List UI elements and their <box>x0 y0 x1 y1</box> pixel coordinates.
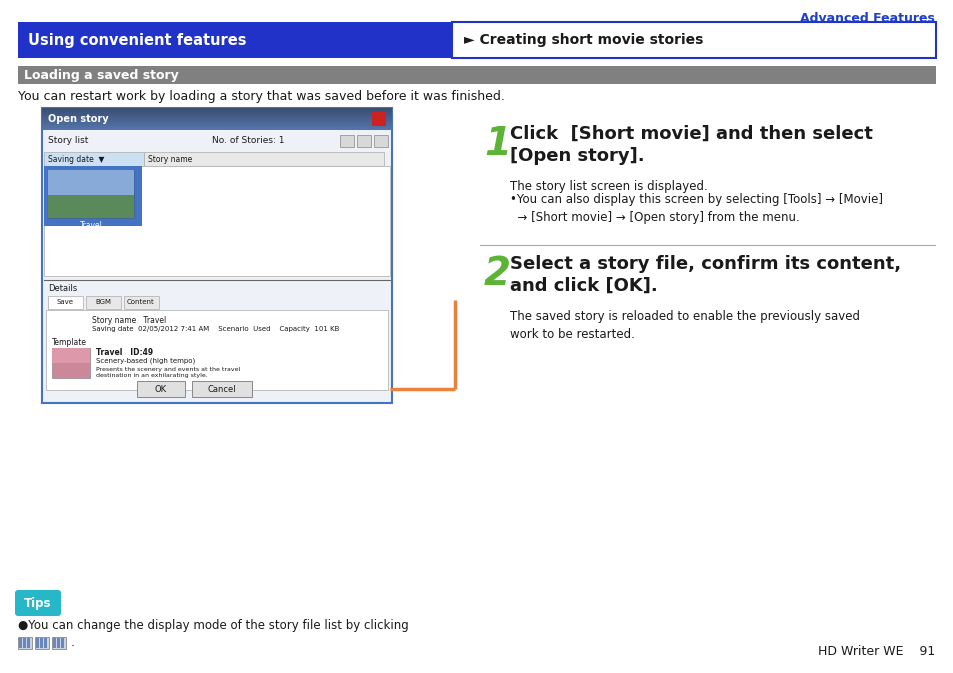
Text: Content: Content <box>127 299 154 305</box>
Bar <box>57 638 60 648</box>
Text: 1: 1 <box>483 125 511 163</box>
Text: Loading a saved story: Loading a saved story <box>24 69 178 81</box>
Text: Scenery-based (high tempo): Scenery-based (high tempo) <box>96 358 195 365</box>
Bar <box>42 108 392 130</box>
Bar <box>42 127 392 128</box>
Bar <box>52 637 66 649</box>
Text: The story list screen is displayed.: The story list screen is displayed. <box>510 180 707 193</box>
Bar <box>137 381 185 397</box>
Text: ► Creating short movie stories: ► Creating short movie stories <box>463 33 702 47</box>
Bar <box>144 152 384 166</box>
Text: Click  [Short movie] and then select
[Open story].: Click [Short movie] and then select [Ope… <box>510 125 872 165</box>
Text: Travel: Travel <box>79 221 102 230</box>
Bar <box>42 122 392 123</box>
Bar <box>42 113 392 114</box>
Text: Tips: Tips <box>24 596 51 610</box>
Bar <box>42 119 392 120</box>
Bar <box>452 22 935 58</box>
Bar <box>42 115 392 116</box>
Bar <box>61 638 64 648</box>
Bar <box>42 124 392 125</box>
Bar <box>48 170 133 218</box>
Text: destination in an exhilarating style.: destination in an exhilarating style. <box>96 373 208 378</box>
Bar <box>42 128 392 129</box>
Text: Details: Details <box>48 284 77 293</box>
Bar <box>42 114 392 115</box>
Bar <box>44 638 47 648</box>
Text: OK: OK <box>154 384 167 394</box>
Bar <box>356 135 371 147</box>
Bar <box>42 109 392 110</box>
Bar <box>19 638 22 648</box>
Bar <box>18 637 32 649</box>
Bar <box>18 22 452 58</box>
Bar <box>44 166 142 226</box>
Bar <box>44 152 144 166</box>
Bar <box>53 638 56 648</box>
Bar <box>35 637 49 649</box>
Text: Story list: Story list <box>48 136 89 145</box>
Bar <box>44 166 390 276</box>
Text: Using convenient features: Using convenient features <box>28 32 246 48</box>
Bar <box>48 195 133 218</box>
Text: .: . <box>71 637 75 649</box>
Text: Save: Save <box>56 299 73 305</box>
Bar <box>86 296 121 309</box>
Text: 2: 2 <box>483 255 511 293</box>
Bar <box>46 310 388 390</box>
Bar <box>42 110 392 111</box>
Bar <box>42 123 392 124</box>
Bar <box>42 121 392 122</box>
Bar <box>23 638 26 648</box>
Text: You can restart work by loading a story that was saved before it was finished.: You can restart work by loading a story … <box>18 90 504 103</box>
Bar <box>52 348 90 378</box>
Bar <box>124 296 159 309</box>
Text: Story name: Story name <box>148 155 193 164</box>
Text: BGM: BGM <box>95 299 111 305</box>
Bar <box>42 120 392 121</box>
Bar <box>192 381 252 397</box>
Text: Template: Template <box>52 338 87 347</box>
Bar <box>27 638 30 648</box>
Bar <box>42 125 392 126</box>
Bar <box>48 170 133 195</box>
Text: Story name   Travel: Story name Travel <box>91 316 166 325</box>
Text: Presents the scenery and events at the travel: Presents the scenery and events at the t… <box>96 367 240 372</box>
Bar <box>42 117 392 118</box>
Bar <box>40 638 43 648</box>
Text: Saving date  02/05/2012 7:41 AM    Scenario  Used    Capacity  101 KB: Saving date 02/05/2012 7:41 AM Scenario … <box>91 326 339 332</box>
Bar <box>42 118 392 119</box>
FancyBboxPatch shape <box>15 590 61 616</box>
Text: The saved story is reloaded to enable the previously saved
work to be restarted.: The saved story is reloaded to enable th… <box>510 310 859 341</box>
Bar <box>374 135 388 147</box>
Text: Open story: Open story <box>48 114 109 124</box>
Text: Cancel: Cancel <box>208 384 236 394</box>
Text: •You can also display this screen by selecting [Tools] → [Movie]
  → [Short movi: •You can also display this screen by sel… <box>510 193 882 223</box>
Bar <box>372 112 386 126</box>
Bar <box>52 348 90 363</box>
Text: No. of Stories: 1: No. of Stories: 1 <box>212 136 284 145</box>
Text: Advanced Features: Advanced Features <box>800 12 934 25</box>
Bar <box>36 638 39 648</box>
Bar <box>42 126 392 127</box>
Text: Travel   ID:49: Travel ID:49 <box>96 348 153 357</box>
Text: Saving date  ▼: Saving date ▼ <box>48 155 104 164</box>
Bar <box>42 112 392 113</box>
Bar <box>42 108 392 109</box>
Bar <box>42 111 392 112</box>
Text: ●You can change the display mode of the story file list by clicking: ●You can change the display mode of the … <box>18 619 408 632</box>
Bar <box>48 296 83 309</box>
Text: Select a story file, confirm its content,
and click [OK].: Select a story file, confirm its content… <box>510 255 901 295</box>
Bar <box>18 66 935 84</box>
Bar <box>339 135 354 147</box>
Bar <box>42 116 392 117</box>
Text: HD Writer WE    91: HD Writer WE 91 <box>817 645 934 658</box>
Bar <box>42 108 392 403</box>
Bar <box>42 129 392 130</box>
